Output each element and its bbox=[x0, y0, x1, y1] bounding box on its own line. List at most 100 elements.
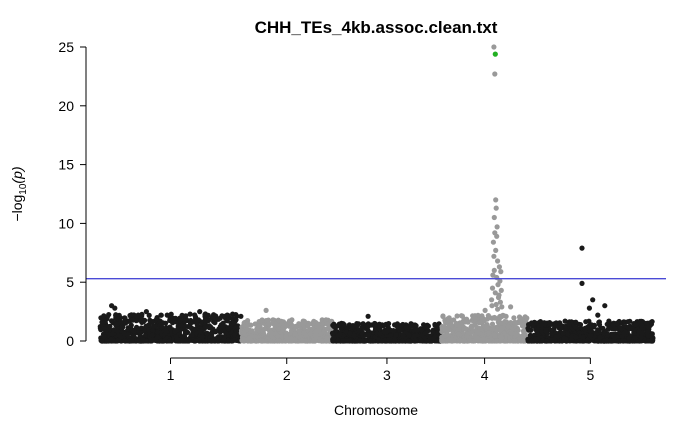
snp-point-chr-3 bbox=[360, 338, 366, 344]
snp-point-chr-3 bbox=[377, 324, 383, 330]
snp-point-chr-5 bbox=[528, 320, 535, 326]
snp-point-chr-2 bbox=[293, 324, 300, 330]
snp-point-peak bbox=[579, 245, 585, 251]
snp-point-chr-5 bbox=[639, 330, 645, 336]
snp-point-chr-4 bbox=[456, 326, 462, 332]
snp-point-chr-5 bbox=[594, 338, 600, 344]
snp-point-chr-3 bbox=[427, 335, 434, 342]
x-tick-label-chr-2: 2 bbox=[283, 367, 291, 383]
snp-point-chr-4 bbox=[457, 337, 463, 343]
y-tick-label: 5 bbox=[66, 274, 74, 290]
snp-point-chr-5 bbox=[543, 329, 549, 335]
snp-point-chr-4 bbox=[448, 322, 454, 328]
snp-point-chr-2 bbox=[317, 337, 323, 344]
snp-point-chr-2 bbox=[311, 318, 317, 324]
snp-point-chr-1 bbox=[139, 313, 145, 319]
snp-point-chr-3 bbox=[434, 338, 440, 344]
y-axis-label-prefix: −log bbox=[9, 195, 25, 222]
snp-point-chr-1 bbox=[168, 311, 174, 317]
x-axis-label: Chromosome bbox=[334, 402, 418, 418]
snp-point-chr-5 bbox=[625, 319, 631, 325]
snp-point-chr-1 bbox=[148, 319, 154, 325]
snp-point-chr-5 bbox=[610, 322, 617, 328]
y-tick-label: 25 bbox=[58, 39, 74, 55]
snp-point-chr-3 bbox=[425, 328, 431, 334]
snp-point-chr-1 bbox=[230, 311, 236, 317]
points-layer bbox=[97, 44, 656, 344]
snp-point-chr-1 bbox=[205, 317, 212, 324]
snp-point-chr-1 bbox=[136, 338, 143, 344]
snp-point-chr-3 bbox=[393, 322, 399, 329]
snp-point-chr-3 bbox=[392, 337, 398, 343]
snp-point-chr-1 bbox=[130, 317, 136, 323]
snp-point-peak bbox=[498, 287, 504, 293]
snp-point-peak bbox=[489, 297, 495, 303]
snp-point-chr-5 bbox=[639, 322, 645, 328]
snp-point-chr-4 bbox=[459, 313, 465, 319]
snp-point-peak bbox=[602, 303, 608, 309]
snp-point-chr-3 bbox=[430, 329, 436, 335]
y-axis-label-subscript: 10 bbox=[18, 183, 29, 195]
snp-point-chr-3 bbox=[344, 338, 350, 344]
snp-point-chr-1 bbox=[183, 338, 189, 344]
snp-point-chr-1 bbox=[238, 313, 244, 319]
y-tick-label: 20 bbox=[58, 98, 74, 114]
snp-point-chr-3 bbox=[412, 338, 418, 344]
snp-point-chr-1 bbox=[121, 331, 127, 337]
snp-point-chr-1 bbox=[122, 315, 128, 321]
snp-point-chr-5 bbox=[637, 338, 643, 344]
snp-point-chr-1 bbox=[231, 320, 237, 326]
snp-point-chr-1 bbox=[110, 331, 116, 337]
snp-point-chr-5 bbox=[583, 319, 589, 325]
snp-point-chr-2 bbox=[301, 330, 307, 336]
snp-point-chr-4 bbox=[486, 338, 492, 344]
snp-point-peak bbox=[595, 312, 601, 318]
snp-point-chr-2 bbox=[312, 329, 318, 335]
snp-point-chr-1 bbox=[137, 333, 144, 339]
snp-point-chr-5 bbox=[555, 333, 561, 339]
snp-point-chr-5 bbox=[596, 322, 603, 328]
snp-point-chr-3 bbox=[347, 330, 353, 336]
snp-point-peak bbox=[494, 224, 500, 230]
snp-point-chr-4 bbox=[440, 313, 446, 319]
snp-point-chr-5 bbox=[569, 336, 575, 342]
snp-point-chr-1 bbox=[110, 338, 116, 344]
snp-point-chr-3 bbox=[367, 338, 373, 344]
snp-point-chr-1 bbox=[137, 329, 143, 335]
snp-point-chr-3 bbox=[340, 338, 346, 344]
snp-point-chr-5 bbox=[626, 335, 632, 341]
snp-point-chr-1 bbox=[164, 312, 170, 318]
snp-point-chr-1 bbox=[192, 338, 198, 344]
snp-point-chr-1 bbox=[225, 326, 231, 332]
snp-point-chr-5 bbox=[605, 331, 611, 338]
snp-point-chr-3 bbox=[419, 327, 425, 333]
snp-point-chr-4 bbox=[505, 323, 511, 330]
snp-point-peak bbox=[491, 214, 497, 221]
snp-point-chr-1 bbox=[108, 318, 115, 324]
snp-point-chr-2 bbox=[307, 331, 313, 337]
x-tick-label-chr-4: 4 bbox=[481, 367, 489, 383]
snp-point-chr-4 bbox=[452, 326, 458, 332]
snp-point-chr-1 bbox=[166, 338, 172, 344]
snp-point-chr-1 bbox=[160, 320, 166, 326]
snp-point-chr-5 bbox=[591, 322, 597, 329]
snp-point-chr-3 bbox=[335, 337, 341, 343]
snp-point-chr-5 bbox=[572, 324, 579, 330]
snp-point-chr-1 bbox=[210, 314, 216, 320]
snp-point-chr-5 bbox=[631, 330, 637, 336]
snp-point-chr-5 bbox=[560, 330, 567, 336]
snp-point-chr-4 bbox=[472, 322, 478, 328]
snp-point-chr-4 bbox=[441, 325, 447, 332]
snp-point-chr-5 bbox=[645, 338, 651, 344]
snp-point-peak bbox=[494, 233, 500, 239]
snp-point-chr-5 bbox=[627, 325, 633, 332]
snp-point-chr-5 bbox=[622, 338, 628, 344]
snp-point-chr-3 bbox=[350, 323, 356, 329]
snp-point-chr-4 bbox=[506, 338, 513, 344]
snp-point-chr-1 bbox=[101, 334, 107, 340]
snp-point-chr-5 bbox=[645, 333, 651, 339]
snp-point-chr-2 bbox=[283, 330, 289, 336]
snp-point-chr-4 bbox=[513, 331, 519, 337]
snp-point-chr-2 bbox=[262, 326, 268, 332]
snp-point-chr-1 bbox=[114, 337, 120, 344]
